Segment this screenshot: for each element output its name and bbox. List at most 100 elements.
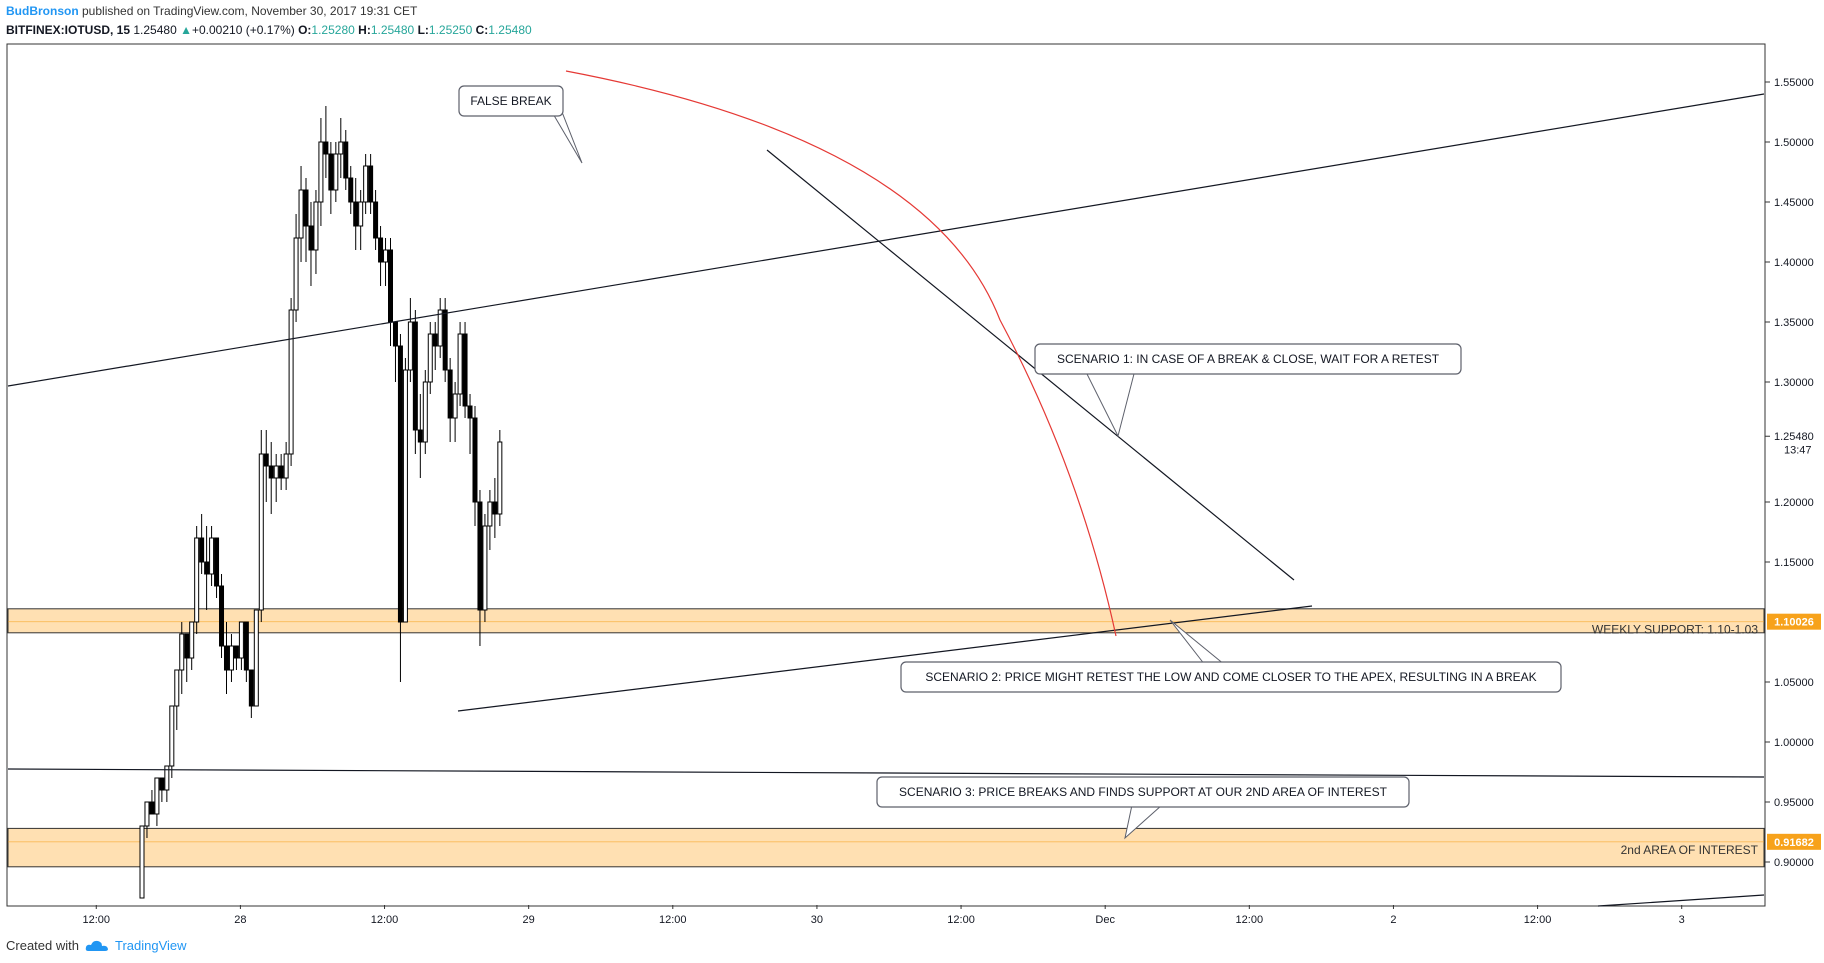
candle[interactable] xyxy=(164,765,170,802)
candle-body xyxy=(199,537,205,563)
candle[interactable] xyxy=(233,645,239,670)
candle[interactable] xyxy=(338,118,344,178)
scenario-1-callout-text: SCENARIO 1: IN CASE OF A BREAK & CLOSE, … xyxy=(1057,352,1440,366)
ascending-trendline-upper[interactable] xyxy=(7,93,1765,387)
candle[interactable] xyxy=(144,801,150,838)
candle[interactable] xyxy=(199,514,205,574)
tradingview-link[interactable]: TradingView xyxy=(114,938,187,953)
candle[interactable] xyxy=(472,406,478,526)
candle[interactable] xyxy=(298,166,304,262)
candle[interactable] xyxy=(209,526,215,586)
candle[interactable] xyxy=(243,621,249,682)
candle-body xyxy=(189,621,195,659)
candle[interactable] xyxy=(219,574,225,658)
author-link[interactable]: BudBronson xyxy=(6,4,79,18)
candle-body xyxy=(253,609,259,707)
candle[interactable] xyxy=(323,106,329,178)
candle[interactable] xyxy=(402,358,408,623)
candle[interactable] xyxy=(452,382,458,442)
candle[interactable] xyxy=(313,190,319,274)
current-price-bg xyxy=(1767,428,1821,445)
candle[interactable] xyxy=(204,526,210,610)
candle[interactable] xyxy=(159,777,165,802)
candle[interactable] xyxy=(318,118,324,226)
horizontal-support-line[interactable] xyxy=(7,768,1765,778)
candle[interactable] xyxy=(482,514,488,622)
candle[interactable] xyxy=(258,430,264,622)
candle[interactable] xyxy=(407,298,413,382)
false-break-callout[interactable]: FALSE BREAK xyxy=(458,85,583,164)
candle[interactable] xyxy=(328,142,334,214)
candle[interactable] xyxy=(497,430,503,526)
candle[interactable] xyxy=(238,621,244,670)
candle[interactable] xyxy=(412,310,418,454)
candle[interactable] xyxy=(447,358,453,442)
candle[interactable] xyxy=(189,621,195,670)
candle[interactable] xyxy=(348,166,354,214)
candle[interactable] xyxy=(378,226,384,286)
scenario-2-callout[interactable]: SCENARIO 2: PRICE MIGHT RETEST THE LOW A… xyxy=(900,619,1562,693)
candle[interactable] xyxy=(467,394,473,454)
false-break-callout-text: FALSE BREAK xyxy=(470,94,551,108)
candle[interactable] xyxy=(278,454,284,490)
candle[interactable] xyxy=(149,790,155,815)
candle[interactable] xyxy=(437,298,443,358)
candle[interactable] xyxy=(263,430,269,502)
candle[interactable] xyxy=(422,370,428,454)
scenario-3-callout[interactable]: SCENARIO 3: PRICE BREAKS AND FINDS SUPPO… xyxy=(876,776,1410,840)
candle-body xyxy=(159,777,165,791)
high-value: 1.25480 xyxy=(370,23,415,37)
candle[interactable] xyxy=(288,298,294,466)
candle[interactable] xyxy=(184,633,190,682)
candle[interactable] xyxy=(392,321,398,382)
candle[interactable] xyxy=(417,394,423,478)
candle[interactable] xyxy=(303,178,309,262)
x-tick-label: 28 xyxy=(234,914,246,926)
candle[interactable] xyxy=(223,622,229,694)
candle-body xyxy=(462,333,468,407)
candle[interactable] xyxy=(169,705,175,778)
candle[interactable] xyxy=(397,334,403,682)
candle[interactable] xyxy=(477,490,483,646)
candle[interactable] xyxy=(368,154,374,214)
candle[interactable] xyxy=(179,622,185,694)
candle[interactable] xyxy=(139,825,145,899)
candle[interactable] xyxy=(174,669,180,730)
ascending-trendline-lower[interactable] xyxy=(457,605,1313,712)
candle[interactable] xyxy=(343,130,349,190)
candle[interactable] xyxy=(214,537,220,598)
candle-body xyxy=(293,237,299,311)
candle[interactable] xyxy=(457,322,463,406)
candle[interactable] xyxy=(442,298,448,382)
candle[interactable] xyxy=(383,238,389,286)
y-tick-label: 0.90000 xyxy=(1774,857,1814,869)
parabolic-curve[interactable] xyxy=(565,70,1117,637)
candle[interactable] xyxy=(333,142,339,202)
candle[interactable] xyxy=(268,442,274,514)
candle[interactable] xyxy=(194,526,200,634)
candle[interactable] xyxy=(308,202,314,286)
candle[interactable] xyxy=(487,490,493,550)
candle[interactable] xyxy=(293,214,299,322)
descending-trendline[interactable] xyxy=(766,149,1295,581)
candle[interactable] xyxy=(427,322,433,394)
candle[interactable] xyxy=(248,669,254,718)
candle[interactable] xyxy=(154,777,160,826)
candle[interactable] xyxy=(253,609,259,707)
candle[interactable] xyxy=(283,442,289,490)
candle[interactable] xyxy=(358,190,364,250)
candle[interactable] xyxy=(273,454,279,502)
candle[interactable] xyxy=(373,190,379,250)
candle[interactable] xyxy=(228,634,234,682)
candle[interactable] xyxy=(492,478,498,538)
candle[interactable] xyxy=(432,322,438,370)
symbol-bar: BITFINEX:IOTUSD, 15 1.25480 ▲+0.00210 (+… xyxy=(6,23,532,37)
scenario-1-callout[interactable]: SCENARIO 1: IN CASE OF A BREAK & CLOSE, … xyxy=(1034,343,1462,438)
publish-info: BudBronson published on TradingView.com,… xyxy=(6,4,417,18)
candle[interactable] xyxy=(388,238,393,346)
candle[interactable] xyxy=(462,322,468,418)
candle[interactable] xyxy=(353,178,359,250)
ascending-trendline-bottom[interactable] xyxy=(1597,894,1765,907)
candle[interactable] xyxy=(363,154,369,214)
